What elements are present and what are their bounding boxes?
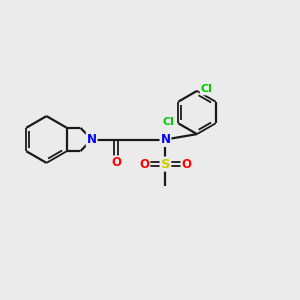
Text: O: O [182,158,191,171]
Text: N: N [160,133,170,146]
Text: S: S [161,158,170,171]
Text: Cl: Cl [163,117,175,127]
Text: N: N [87,133,97,146]
Text: O: O [140,158,149,171]
Text: Cl: Cl [201,84,212,94]
Text: O: O [111,156,121,170]
